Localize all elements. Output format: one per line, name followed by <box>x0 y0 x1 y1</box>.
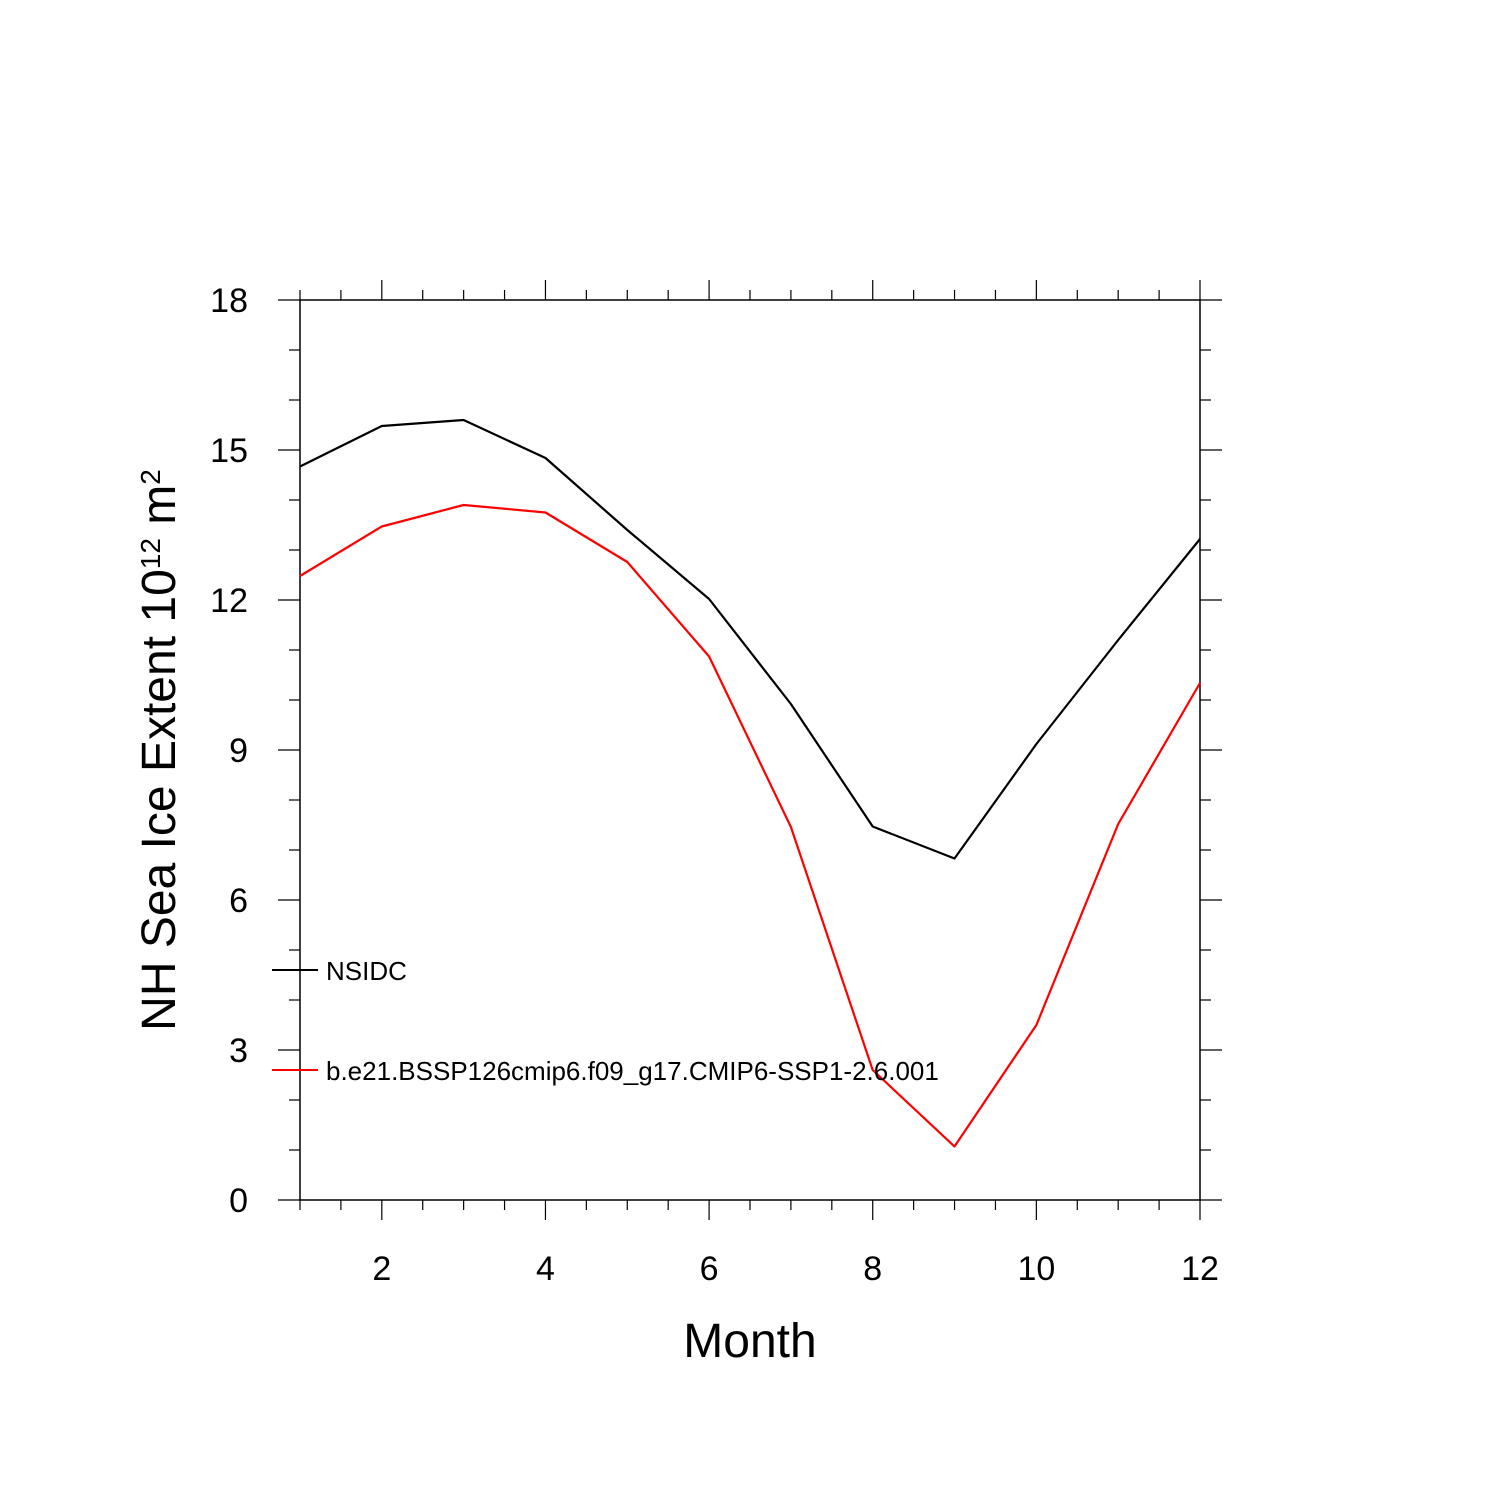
legend: NSIDC b.e21.BSSP126cmip6.f09_g17.CMIP6-S… <box>272 956 939 1086</box>
y-tick-label: 15 <box>210 432 248 470</box>
x-axis-title: Month <box>683 1315 816 1368</box>
legend-label-nsidc: NSIDC <box>326 956 407 986</box>
y-tick-label: 0 <box>229 1182 248 1220</box>
series-line-nsidc <box>299 418 1201 860</box>
plot-frame <box>299 299 1201 1201</box>
series-lines <box>299 418 1201 1148</box>
x-tick-label: 6 <box>700 1250 719 1288</box>
x-tick-label: 8 <box>863 1250 882 1288</box>
y-tick-label: 18 <box>210 282 248 320</box>
y-tick-label: 3 <box>229 1032 248 1070</box>
x-tick-label: 10 <box>1017 1250 1055 1288</box>
y-tick-label: 12 <box>210 582 248 620</box>
x-tick-label: 4 <box>536 1250 555 1288</box>
x-tick-label: 2 <box>372 1250 391 1288</box>
y-axis-title-unit-exponent: 2 <box>135 469 166 485</box>
y-axis-title-exponent: 12 <box>135 538 166 569</box>
y-axis-title-base: NH Sea Ice Extent 10 <box>133 569 186 1031</box>
series-line-model <box>299 503 1201 1148</box>
y-tick-label: 9 <box>229 732 248 770</box>
tick-labels: 2 4 6 8 10 12 0 3 6 9 12 15 18 <box>210 282 1219 1288</box>
x-tick-label: 12 <box>1181 1250 1219 1288</box>
y-tick-label: 6 <box>229 882 248 920</box>
y-axis-title: NH Sea Ice Extent 1012 m2 <box>133 469 186 1031</box>
tick-marks <box>278 280 1222 1220</box>
y-axis-title-unit: m <box>133 485 186 538</box>
legend-label-model: b.e21.BSSP126cmip6.f09_g17.CMIP6-SSP1-2.… <box>326 1056 939 1086</box>
